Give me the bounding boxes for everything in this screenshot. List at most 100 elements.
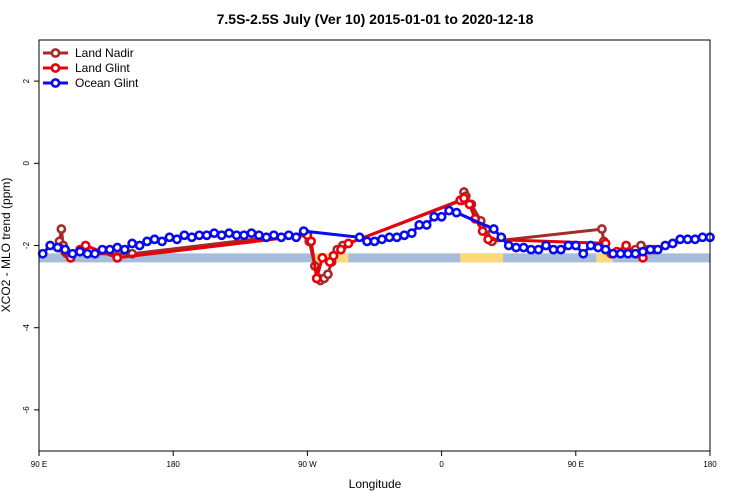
x-tick-label: 180 (703, 460, 717, 469)
land-glint-point (459, 193, 469, 204)
ocean-glint-point (623, 248, 633, 259)
ocean-glint-point (37, 248, 48, 259)
ocean-glint-point (268, 230, 279, 241)
ocean-glint-point (690, 234, 700, 245)
y-tick-label: -4 (22, 324, 31, 332)
ocean-glint-point (578, 248, 589, 259)
ocean-glint-point (134, 240, 145, 251)
legend-label: Land Nadir (75, 46, 134, 60)
ocean-glint-point (90, 248, 100, 259)
ocean-glint-point (436, 211, 447, 222)
legend-item-ocean-glint: Ocean Glint (43, 76, 139, 90)
ocean-glint-point (675, 234, 686, 245)
x-tick-label: 90 E (31, 460, 47, 469)
ocean-glint-point (67, 248, 78, 259)
ocean-glint-point (231, 230, 242, 241)
ocean-glint-point (283, 230, 294, 241)
ocean-glint-point (399, 230, 410, 241)
ocean-glint-point (667, 238, 678, 249)
ocean-glint-point (369, 236, 380, 247)
series-layer (37, 187, 715, 286)
ocean-glint-point (645, 244, 656, 255)
ocean-glint-point (563, 240, 574, 251)
x-tick-label: 0 (439, 460, 444, 469)
y-tick-label: 0 (22, 161, 31, 166)
land-glint-point (317, 252, 328, 263)
ocean-glint-point (104, 244, 115, 255)
ocean-glint-point (600, 244, 611, 255)
ocean-glint-point (526, 244, 536, 255)
ocean-glint-point (112, 242, 123, 253)
ocean-glint-point (570, 240, 581, 251)
ocean-glint-point (652, 244, 663, 255)
ocean-glint-point (414, 220, 425, 230)
x-axis-label: Longitude (349, 477, 402, 491)
ocean-glint-point (276, 232, 287, 243)
y-axis-label: XCO2 - MLO trend (ppm) (0, 178, 13, 313)
ocean-glint-point (298, 226, 309, 237)
legend-label: Ocean Glint (75, 76, 139, 90)
land-glint-point (80, 240, 91, 251)
land-glint-point (483, 234, 494, 245)
ocean-glint-point (82, 248, 93, 259)
ocean-glint-point (444, 205, 454, 216)
ocean-glint-point (246, 228, 257, 239)
land-nadir-point (596, 224, 607, 234)
ocean-glint-point (224, 228, 235, 239)
ocean-glint-point (216, 230, 227, 241)
ocean-glint-point (548, 244, 559, 255)
y-tick-label: -6 (22, 406, 31, 414)
ocean-glint-point (291, 232, 302, 243)
ocean-glint-point (179, 230, 190, 241)
ocean-glint-point (697, 232, 708, 243)
ocean-glint-point (127, 238, 138, 249)
x-axis: 90 E 180 90 W 0 90 E 180 (31, 451, 717, 469)
ocean-glint-point (496, 232, 507, 243)
legend-item-land-nadir: Land Nadir (43, 46, 134, 60)
ocean-glint-point (354, 232, 365, 243)
ocean-glint-point (201, 230, 212, 241)
chart-title: 7.5S-2.5S July (Ver 10) 2015-01-01 to 20… (217, 11, 534, 27)
y-tick-label: -2 (22, 241, 31, 249)
ocean-glint-point (157, 236, 167, 247)
land-nadir-point (323, 269, 333, 280)
y-tick-label: 2 (22, 78, 31, 83)
ocean-glint-point (630, 248, 641, 259)
land-glint-point (306, 236, 317, 247)
ocean-glint-point (186, 232, 197, 243)
ocean-glint-point (585, 240, 596, 251)
land-glint-point (464, 199, 475, 210)
land-glint-point (311, 273, 322, 284)
ocean-glint-point (239, 230, 249, 241)
ocean-glint-point (97, 244, 108, 255)
ocean-glint-point (142, 236, 153, 247)
land-glint-point (112, 252, 123, 263)
ocean-glint-point (384, 232, 395, 243)
legend-marker (50, 63, 61, 73)
ocean-glint-point (391, 232, 402, 243)
land-glint-point (621, 240, 632, 251)
legend-item-land-glint: Land Glint (43, 61, 130, 75)
ocean-glint-point (362, 236, 372, 247)
ocean-glint-point (60, 244, 70, 255)
ocean-glint-point (555, 244, 566, 255)
ocean-glint-point (254, 230, 264, 241)
ocean-glint-point (593, 242, 604, 253)
ocean-glint-point (682, 234, 693, 245)
ocean-glint-point (75, 246, 85, 257)
land-nadir-point (56, 224, 67, 234)
x-tick-label: 90 E (568, 460, 584, 469)
ocean-glint-point (194, 230, 205, 241)
ocean-glint-point (533, 244, 544, 255)
ocean-glint-point (45, 240, 56, 251)
ocean-glint-point (119, 244, 130, 255)
ocean-glint-point (261, 232, 272, 243)
ocean-glint-point (164, 232, 175, 243)
ocean-glint-point (451, 207, 462, 218)
ocean-glint-point (172, 234, 182, 245)
ocean-glint-point (660, 240, 671, 251)
ocean-glint-point (209, 228, 220, 239)
x-tick-label: 180 (167, 460, 181, 469)
ocean-glint-point (406, 228, 417, 239)
